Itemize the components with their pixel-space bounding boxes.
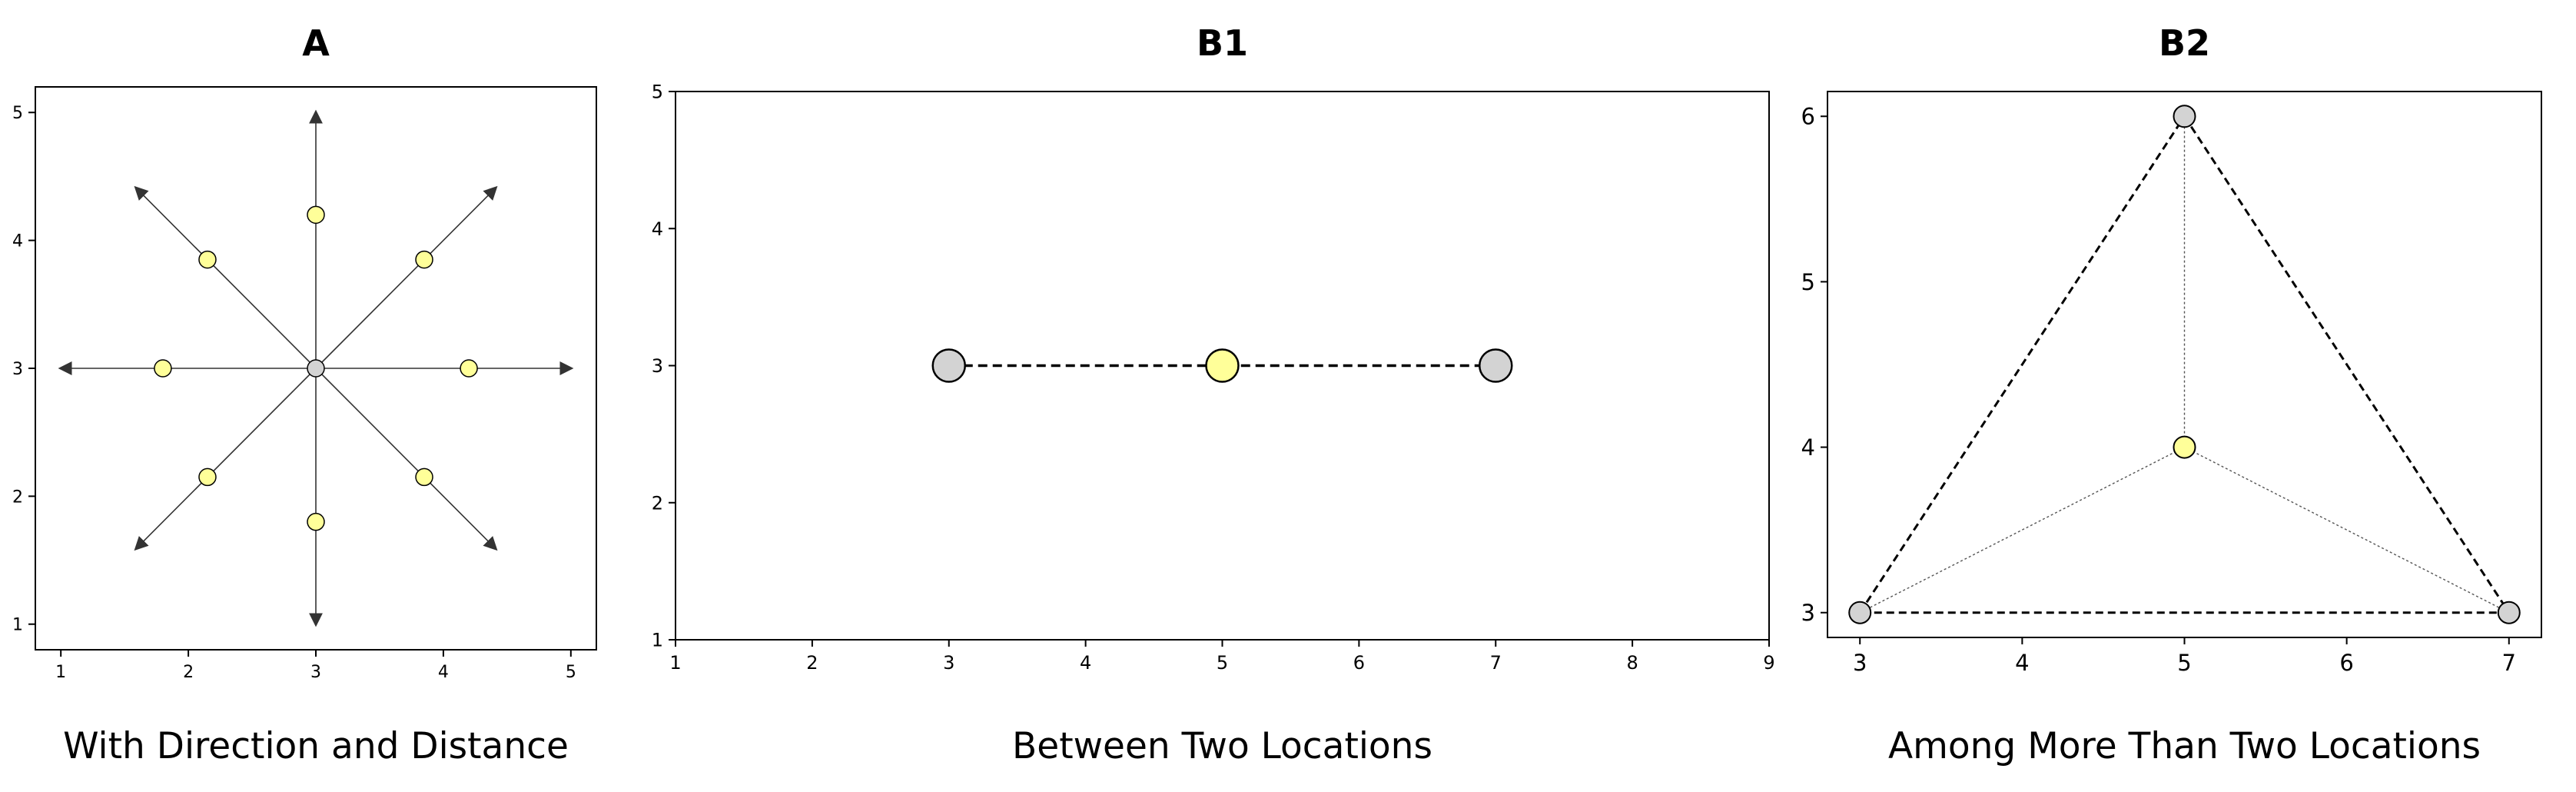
x-tick-label: 5	[566, 663, 576, 682]
location-point	[1479, 348, 1513, 383]
x-tick-label: 4	[2015, 650, 2029, 676]
y-tick-label: 3	[1801, 600, 1815, 626]
distance-point	[198, 468, 217, 487]
panel-title: B2	[2159, 22, 2210, 64]
x-tick-label: 7	[1490, 652, 1502, 674]
panel-caption: With Direction and Distance	[63, 725, 569, 767]
panel-title: B1	[1197, 22, 1248, 64]
x-tick-label: 6	[1353, 652, 1365, 674]
direction-arrow	[134, 368, 317, 551]
panel-b2: B2 3 4 5 6 7 3 4 5 6 Among More Than Two Locations	[1801, 22, 2542, 767]
x-tick-label: 8	[1626, 652, 1638, 674]
x-tick-label: 5	[1217, 652, 1228, 674]
distance-point	[460, 359, 478, 378]
x-tick-label: 3	[310, 663, 321, 682]
y-tick-label: 3	[652, 355, 663, 377]
x-tick-label: 1	[55, 663, 66, 682]
distance-point	[415, 250, 433, 269]
location-point	[931, 348, 966, 383]
y-tick-label: 2	[652, 492, 663, 514]
triangle-edge	[2183, 115, 2511, 614]
location-point	[2497, 601, 2521, 624]
y-tick-label: 3	[12, 360, 23, 379]
x-tick-label: 7	[2502, 650, 2516, 676]
y-tick-label: 2	[12, 488, 23, 507]
direction-arrow	[315, 185, 498, 369]
center-connector	[2184, 446, 2510, 614]
center-connector	[1859, 446, 2185, 614]
y-tick-label: 4	[12, 232, 23, 251]
y-tick-label: 4	[1801, 434, 1815, 461]
y-tick-label: 4	[652, 218, 663, 240]
y-tick-label: 5	[12, 104, 23, 123]
panel-caption: Between Two Locations	[1012, 725, 1432, 767]
triangle-edge	[1858, 115, 2186, 614]
x-tick-label: 3	[1853, 650, 1867, 676]
center-point	[2173, 435, 2196, 459]
x-tick-label: 4	[438, 663, 449, 682]
origin-location	[307, 359, 325, 378]
x-tick-label: 1	[669, 652, 681, 674]
distance-point	[154, 359, 172, 378]
y-tick-label: 5	[652, 82, 663, 103]
distance-point	[198, 250, 217, 269]
panel-title: A	[302, 22, 330, 64]
x-tick-label: 5	[2177, 650, 2191, 676]
panel-b1: B1 1 2 3 4 5 6 7 8 9 1 2 3 4 5 Between Two Locations	[652, 22, 1775, 767]
x-tick-label: 2	[806, 652, 818, 674]
location-point	[2173, 105, 2196, 128]
x-tick-label: 9	[1763, 652, 1774, 674]
location-point	[1848, 601, 1872, 624]
x-tick-label: 3	[943, 652, 954, 674]
distance-point	[307, 205, 325, 225]
distance-point	[307, 512, 325, 531]
y-tick-label: 1	[12, 616, 23, 635]
distance-point	[415, 468, 433, 487]
y-tick-label: 1	[652, 630, 663, 651]
midpoint	[1205, 348, 1240, 383]
x-tick-label: 2	[183, 663, 194, 682]
panel-a: A 1 2 3 4 5 1 2 3 4 5 With Direction and Distance	[12, 22, 597, 767]
y-tick-label: 5	[1801, 269, 1815, 295]
panel-caption: Among More Than Two Locations	[1888, 725, 2481, 767]
direction-arrow	[134, 185, 317, 369]
y-tick-label: 6	[1801, 104, 1815, 130]
direction-arrow	[315, 368, 498, 551]
x-tick-label: 6	[2339, 650, 2353, 676]
x-tick-label: 4	[1080, 652, 1091, 674]
